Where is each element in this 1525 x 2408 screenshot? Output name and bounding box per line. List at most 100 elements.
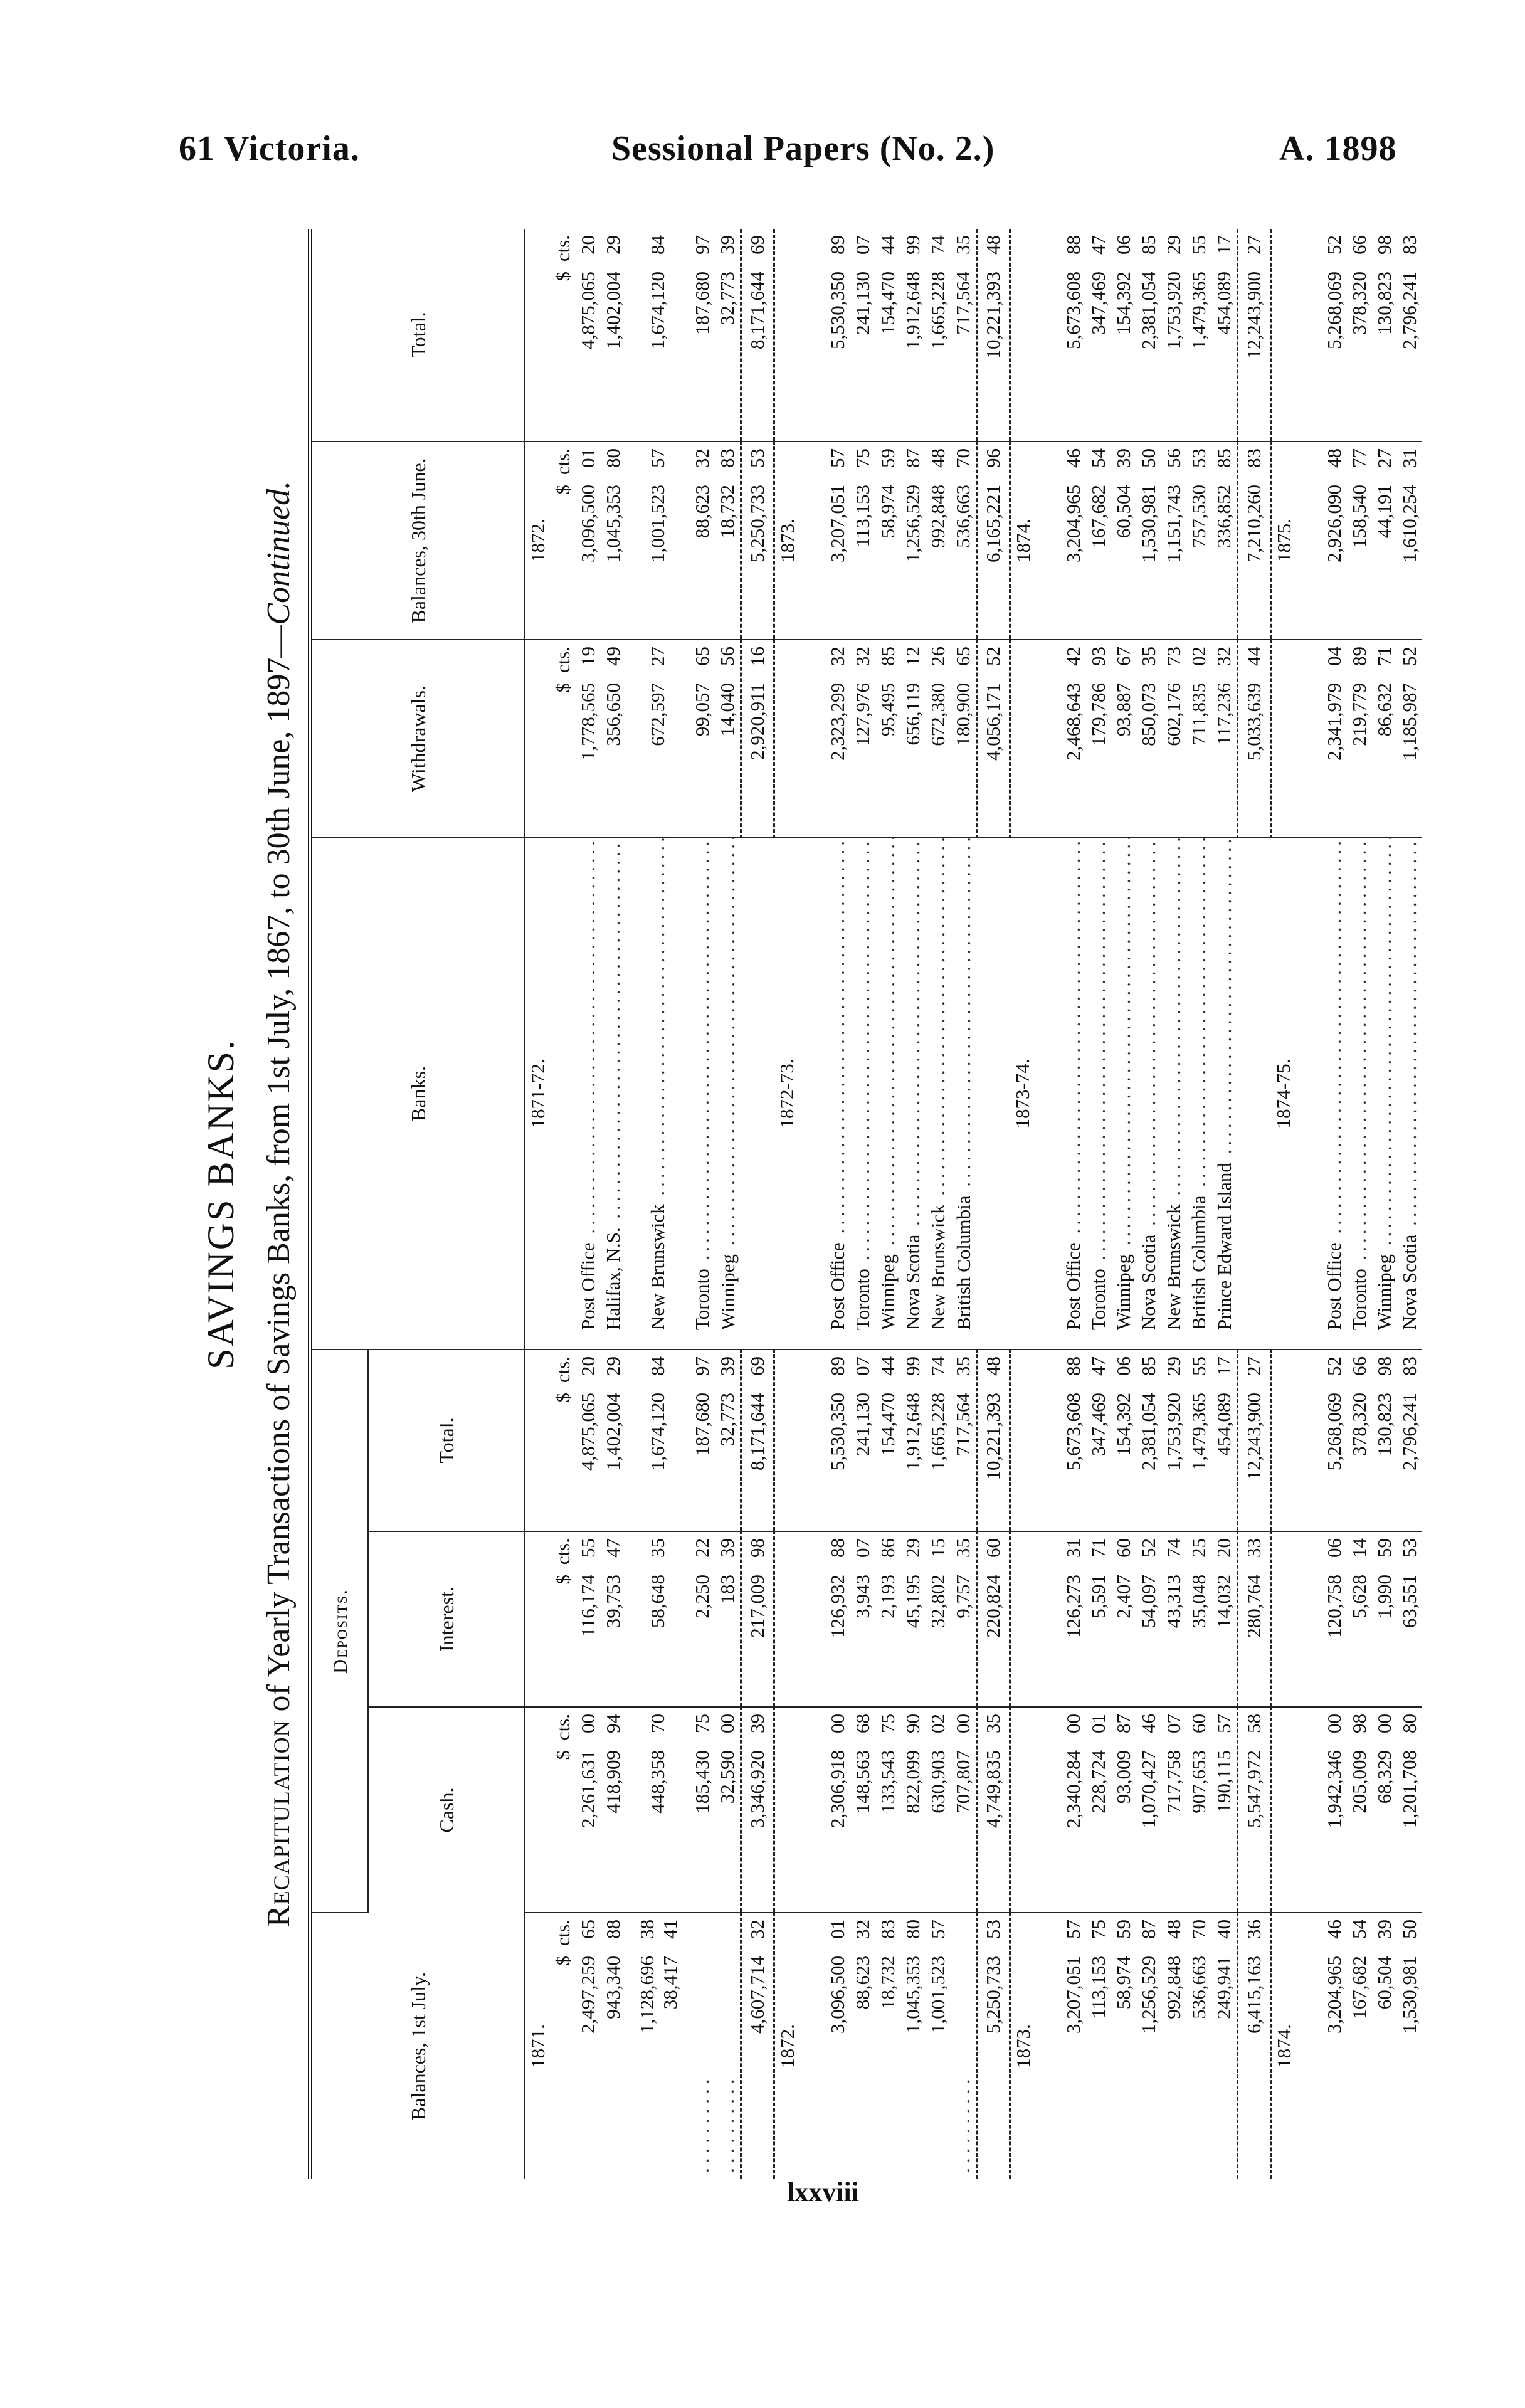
cents-value: 46 bbox=[1323, 1920, 1345, 1939]
cents-value: 42 bbox=[1062, 646, 1084, 666]
bank-name-cell: Post Office ............................… bbox=[1061, 837, 1086, 1349]
cents-value: 75 bbox=[691, 1714, 713, 1733]
balance-1st-july-value: 1,256,52987 bbox=[1136, 1920, 1161, 2173]
bank-name: Post Office bbox=[577, 1242, 599, 1330]
cents-value: 01 bbox=[577, 448, 599, 468]
empty-cell bbox=[681, 1349, 690, 1531]
withdrawals-cell: 1,778,56519 bbox=[576, 639, 601, 838]
balance-1st-july-cell: 3,207,05157 bbox=[1061, 1913, 1086, 2179]
units-cell bbox=[1036, 1531, 1061, 1707]
empty-cell bbox=[1270, 639, 1297, 838]
cents-value: 06 bbox=[1323, 1538, 1345, 1558]
units-cell bbox=[1036, 1349, 1061, 1531]
empty-cell bbox=[626, 1707, 635, 1913]
withdrawals-cell: 99,05765 bbox=[690, 639, 715, 838]
table-row: 113,15375 228,72401 5,59171 347,46947 Toront… bbox=[1086, 228, 1111, 2179]
bank-name-cell: British Columbia .......................… bbox=[951, 837, 977, 1349]
cents-value: 27 bbox=[1373, 448, 1395, 468]
period-label: 1873-74. bbox=[1010, 837, 1036, 1349]
cents-value: 80 bbox=[1398, 1714, 1420, 1733]
interest-cell: 43,31374 bbox=[1161, 1531, 1186, 1707]
table-row: 1,001,52357 630,90302 32,80215 1,665,22874 N… bbox=[926, 228, 951, 2179]
cents-value: 48 bbox=[1323, 448, 1345, 468]
cents-value: 65 bbox=[577, 1920, 599, 1939]
bank-name: Post Office bbox=[826, 1242, 848, 1330]
deposits-total-cell: 1,665,22874 bbox=[926, 1349, 951, 1531]
cents-value: 01 bbox=[1087, 1714, 1109, 1733]
cents-value: 85 bbox=[1137, 235, 1159, 255]
cents-value: 52 bbox=[1323, 235, 1345, 255]
balance-1st-july-value: 1,128,69638 bbox=[635, 1920, 660, 2173]
interest-cell: 45,19529 bbox=[900, 1531, 926, 1707]
cents-value: 32 bbox=[826, 646, 848, 666]
total-cell: 1,912,64899 bbox=[900, 228, 926, 441]
cents-value: 39 bbox=[716, 235, 738, 255]
cents-value: 98 bbox=[746, 1538, 768, 1558]
leader-dots: ........................................… bbox=[1323, 837, 1345, 1243]
cents-value: 71 bbox=[1373, 646, 1395, 666]
cash-cell: 185,43075 bbox=[690, 1707, 715, 1913]
bank-name-cell: New Brunswick ..........................… bbox=[926, 837, 951, 1349]
cents-value: 00 bbox=[716, 1714, 738, 1733]
balance-30th-june-cell: 757,53053 bbox=[1186, 441, 1211, 640]
cents-value: 52 bbox=[1323, 1356, 1345, 1376]
units-cell: $ cts. bbox=[551, 1913, 576, 2179]
table-row: 1,128,69638 38,41741 448,35870 58,64835 1,67… bbox=[635, 228, 681, 2179]
balance-30th-june-cell: 992,84848 bbox=[926, 441, 951, 640]
cents-value: 48 bbox=[982, 235, 1004, 255]
table-body: 1871. 1871-72. 1872. $cts. $cts. $cts. $cts. $c… bbox=[525, 228, 1422, 2179]
total-cell: 154,47044 bbox=[875, 228, 900, 441]
bank-name-cell: Winnipeg ...............................… bbox=[1111, 837, 1136, 1349]
bank-name-cell: Toronto ................................… bbox=[1347, 837, 1372, 1349]
cents-value: 66 bbox=[1348, 235, 1370, 255]
bank-name-cell: Post Office ............................… bbox=[1322, 837, 1347, 1349]
cents-value: 07 bbox=[852, 1538, 873, 1558]
deposits-total-cell: 4,875,06520 bbox=[576, 1349, 601, 1531]
table-row: 3,204,96546 1,942,34600 120,75806 5,268,069… bbox=[1322, 228, 1347, 2179]
cents-value: 57 bbox=[646, 448, 668, 468]
bank-name-cell: Prince Edward Island ...................… bbox=[1211, 837, 1238, 1349]
deposits-total-cell: 5,530,35089 bbox=[825, 1349, 850, 1531]
period-totals-row: 6,415,16336 5,547,97258 280,76433 12,243,90… bbox=[1237, 228, 1271, 2179]
cents-value: 57 bbox=[826, 448, 848, 468]
cash-cell: 907,65360 bbox=[1186, 1707, 1211, 1913]
cents-value: 55 bbox=[577, 1538, 599, 1558]
empty-cell bbox=[1270, 1707, 1297, 1913]
cents-value: 06 bbox=[1112, 1356, 1134, 1376]
cents-value: 32 bbox=[852, 646, 873, 666]
bank-name-cell: Nova Scotia ............................… bbox=[1136, 837, 1161, 1349]
empty-cell bbox=[681, 639, 690, 838]
cents-value: 20 bbox=[577, 1356, 599, 1376]
bank-name-cell: Toronto ................................… bbox=[690, 837, 715, 1349]
deposits-total-cell: 241,13007 bbox=[850, 1349, 875, 1531]
cash-cell: 32,59000 bbox=[715, 1707, 741, 1913]
balance-1st-july-value: 3,096,50001 bbox=[825, 1920, 850, 2173]
cents-value: 44 bbox=[877, 235, 899, 255]
balance-1st-july-cell: 943,34088 bbox=[601, 1913, 626, 2179]
withdrawals-cell: 672,59727 bbox=[635, 639, 681, 838]
leader-dots: ........................................… bbox=[1213, 837, 1235, 1163]
bank-name: British Columbia bbox=[1188, 1195, 1210, 1330]
caption-continued: Continued. bbox=[261, 480, 297, 625]
balance-30th-june-cell: 1,256,52987 bbox=[900, 441, 926, 640]
deposits-total-cell: 32,77339 bbox=[715, 1349, 741, 1531]
units-cell: $ cts. bbox=[551, 228, 576, 441]
cents-value: 31 bbox=[1062, 1538, 1084, 1558]
cents-value: 36 bbox=[1243, 1920, 1265, 1939]
balance-1st-july-value: 943,34088 bbox=[601, 1920, 626, 2173]
cents-value: 57 bbox=[927, 1920, 949, 1939]
leader-dots: ........................................… bbox=[826, 837, 848, 1243]
caption-text: of Yearly Transactions of Savings Banks,… bbox=[261, 625, 297, 1720]
year-start: 1874. bbox=[1273, 2024, 1295, 2068]
withdrawals-cell: 356,65049 bbox=[601, 639, 626, 838]
empty-cell bbox=[681, 1531, 690, 1707]
units-cell bbox=[1297, 1349, 1322, 1531]
cents-value: 98 bbox=[1373, 235, 1395, 255]
cash-cell: 190,11557 bbox=[1211, 1707, 1238, 1913]
cents-value: 70 bbox=[1188, 1920, 1210, 1939]
table-caption: Recapitulation of Yearly Transactions of… bbox=[254, 229, 308, 2179]
balance-1st-july-cell: 1,045,35380 bbox=[900, 1913, 926, 2179]
cents-value: 55 bbox=[1188, 235, 1210, 255]
cents-value: 88 bbox=[602, 1920, 624, 1939]
balance-1st-july-cell: 3,204,96546 bbox=[1322, 1913, 1347, 2179]
